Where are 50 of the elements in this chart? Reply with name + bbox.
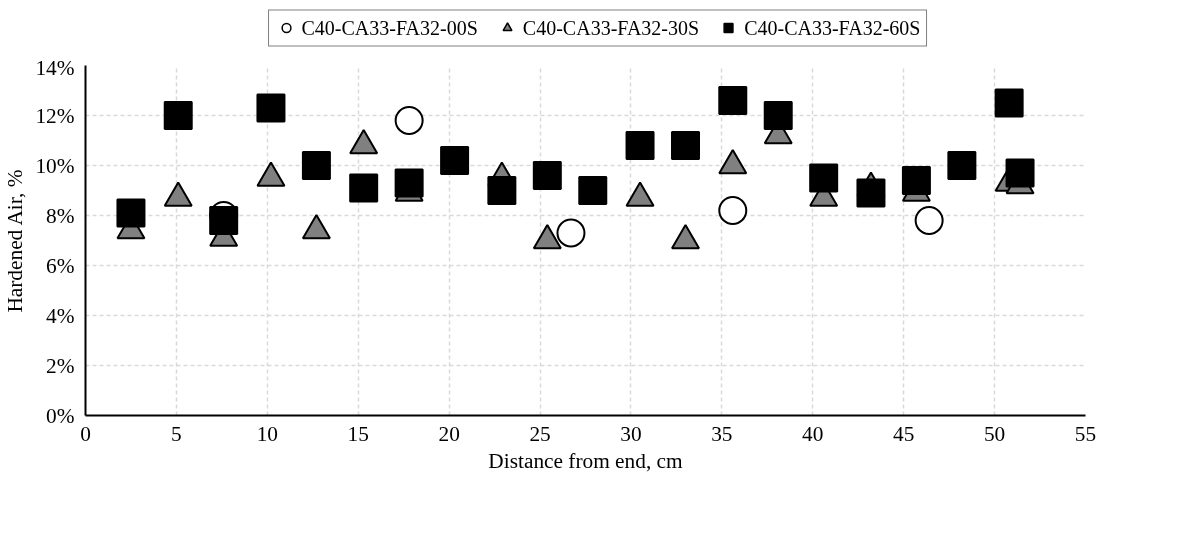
point — [671, 131, 700, 160]
point — [763, 101, 793, 130]
y-tick-label: 8% — [46, 203, 75, 228]
point — [718, 196, 748, 225]
x-tick-label: 35 — [711, 421, 733, 446]
y-axis-title: Hardened Air, % — [3, 169, 28, 313]
y-tick-label: 10% — [35, 153, 75, 178]
point — [256, 93, 286, 123]
x-tick-label: 40 — [802, 421, 824, 446]
x-tick-label: 30 — [620, 421, 642, 446]
y-tick-label: 6% — [46, 253, 75, 278]
point — [532, 161, 562, 190]
legend-label: C40-CA33-FA32-60S — [744, 16, 921, 39]
point — [394, 106, 424, 135]
point — [718, 86, 748, 115]
point — [301, 151, 331, 180]
point — [163, 101, 193, 130]
point — [809, 163, 839, 193]
x-tick-label: 20 — [438, 421, 460, 446]
x-tick-label: 5 — [171, 421, 182, 446]
y-tick-label: 4% — [46, 303, 75, 328]
x-tick-label: 15 — [347, 421, 369, 446]
y-tick-label: 14% — [35, 55, 75, 80]
point — [625, 131, 655, 160]
x-tick-label: 55 — [1074, 421, 1097, 446]
point — [914, 206, 944, 235]
point — [856, 178, 886, 208]
y-tick-label: 0% — [46, 403, 75, 428]
point — [556, 218, 586, 248]
x-tick-label: 45 — [893, 421, 915, 446]
y-tick-label: 12% — [35, 103, 75, 128]
point — [440, 146, 470, 175]
x-tick-label: 50 — [983, 421, 1006, 446]
x-axis-title: Distance from end, cm — [488, 448, 684, 473]
point — [209, 206, 239, 235]
point — [901, 166, 931, 195]
x-tick-label: 25 — [529, 421, 551, 446]
y-tick-label: 2% — [46, 353, 75, 378]
legend-label: C40-CA33-FA32-30S — [522, 16, 700, 39]
x-tick-label: 10 — [256, 421, 278, 446]
legend-label: C40-CA33-FA32-00S — [301, 16, 478, 39]
x-tick-label: 0 — [80, 421, 91, 446]
point — [1005, 158, 1035, 188]
point — [578, 176, 608, 205]
point — [947, 151, 977, 180]
point — [116, 198, 146, 228]
point — [994, 88, 1024, 118]
point — [394, 168, 424, 198]
point — [487, 176, 517, 205]
point — [349, 173, 379, 203]
